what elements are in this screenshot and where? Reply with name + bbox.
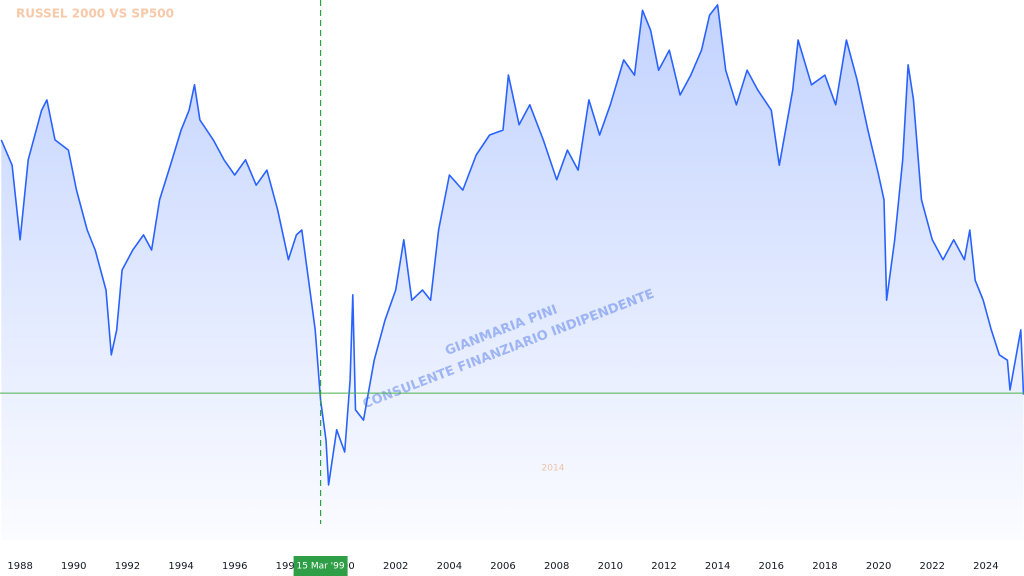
x-tick-label: 2020 <box>866 561 891 572</box>
crosshair-label-bg <box>293 556 348 576</box>
x-tick-label: 1998 <box>276 561 301 572</box>
x-tick-label: 2004 <box>437 561 462 572</box>
x-tick-label: 1988 <box>7 561 32 572</box>
x-tick-label: 2008 <box>544 561 569 572</box>
crosshair-label: 15 Mar '99 <box>297 562 345 572</box>
chart-title: RUSSEL 2000 VS SP500 <box>16 7 174 21</box>
x-tick-label: 2022 <box>920 561 945 572</box>
x-tick-label: 2016 <box>759 561 784 572</box>
line <box>0 4 1024 486</box>
x-tick-label: 2024 <box>973 561 998 572</box>
x-tick-label: 2006 <box>490 561 515 572</box>
x-tick-label: 2014 <box>705 561 730 572</box>
x-tick-label: 1990 <box>61 561 86 572</box>
x-tick-label: 1992 <box>115 561 140 572</box>
x-tick-label: 2010 <box>598 561 623 572</box>
area <box>1 4 1024 540</box>
x-tick-label: 2012 <box>651 561 676 572</box>
x-tick-label: 1996 <box>222 561 247 572</box>
x-tick-label: 2002 <box>383 561 408 572</box>
x-tick-label: 1994 <box>168 561 193 572</box>
x-tick-label: 2018 <box>812 561 837 572</box>
